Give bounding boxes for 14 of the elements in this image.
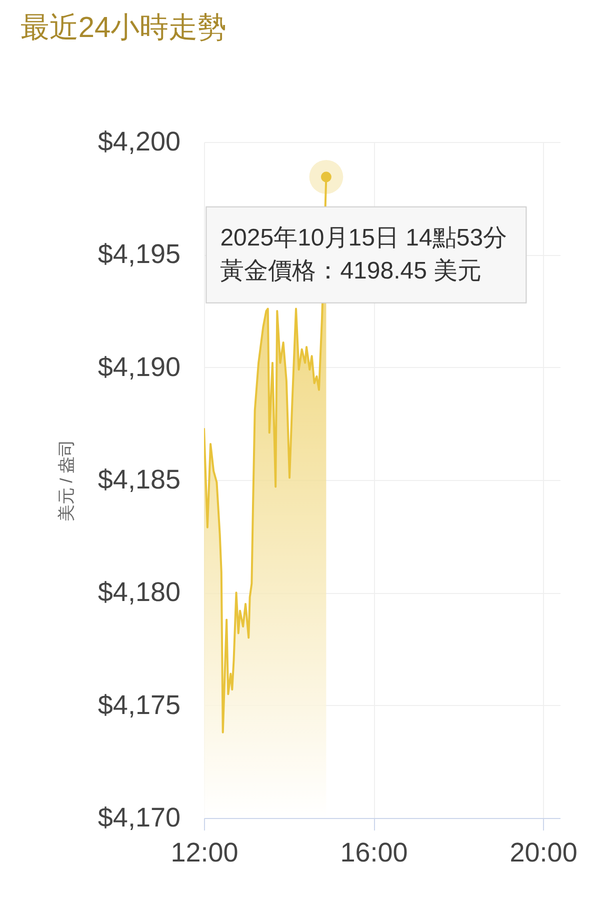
y-tick-label: $4,200	[98, 126, 180, 156]
annotation: 2025年10月15日 14點53分	[220, 224, 508, 252]
annotation: 黃金價格：4198.45 美元	[220, 257, 482, 284]
y-tick-label: $4,175	[98, 690, 180, 720]
y-tick-label: $4,195	[98, 239, 180, 270]
x-tick-label: 12:00	[170, 838, 238, 868]
chart-title: 最近24小時走勢	[20, 12, 227, 44]
y-tick-label: $4,185	[98, 464, 180, 494]
y-tick-label: $4,180	[98, 577, 180, 608]
y-axis-title: 美元 / 盎司	[56, 439, 76, 522]
y-tick-label: $4,170	[98, 802, 180, 832]
x-tick-label: 16:00	[340, 838, 408, 868]
y-tick-label: $4,190	[98, 352, 180, 382]
x-tick-label: 20:00	[510, 838, 578, 868]
